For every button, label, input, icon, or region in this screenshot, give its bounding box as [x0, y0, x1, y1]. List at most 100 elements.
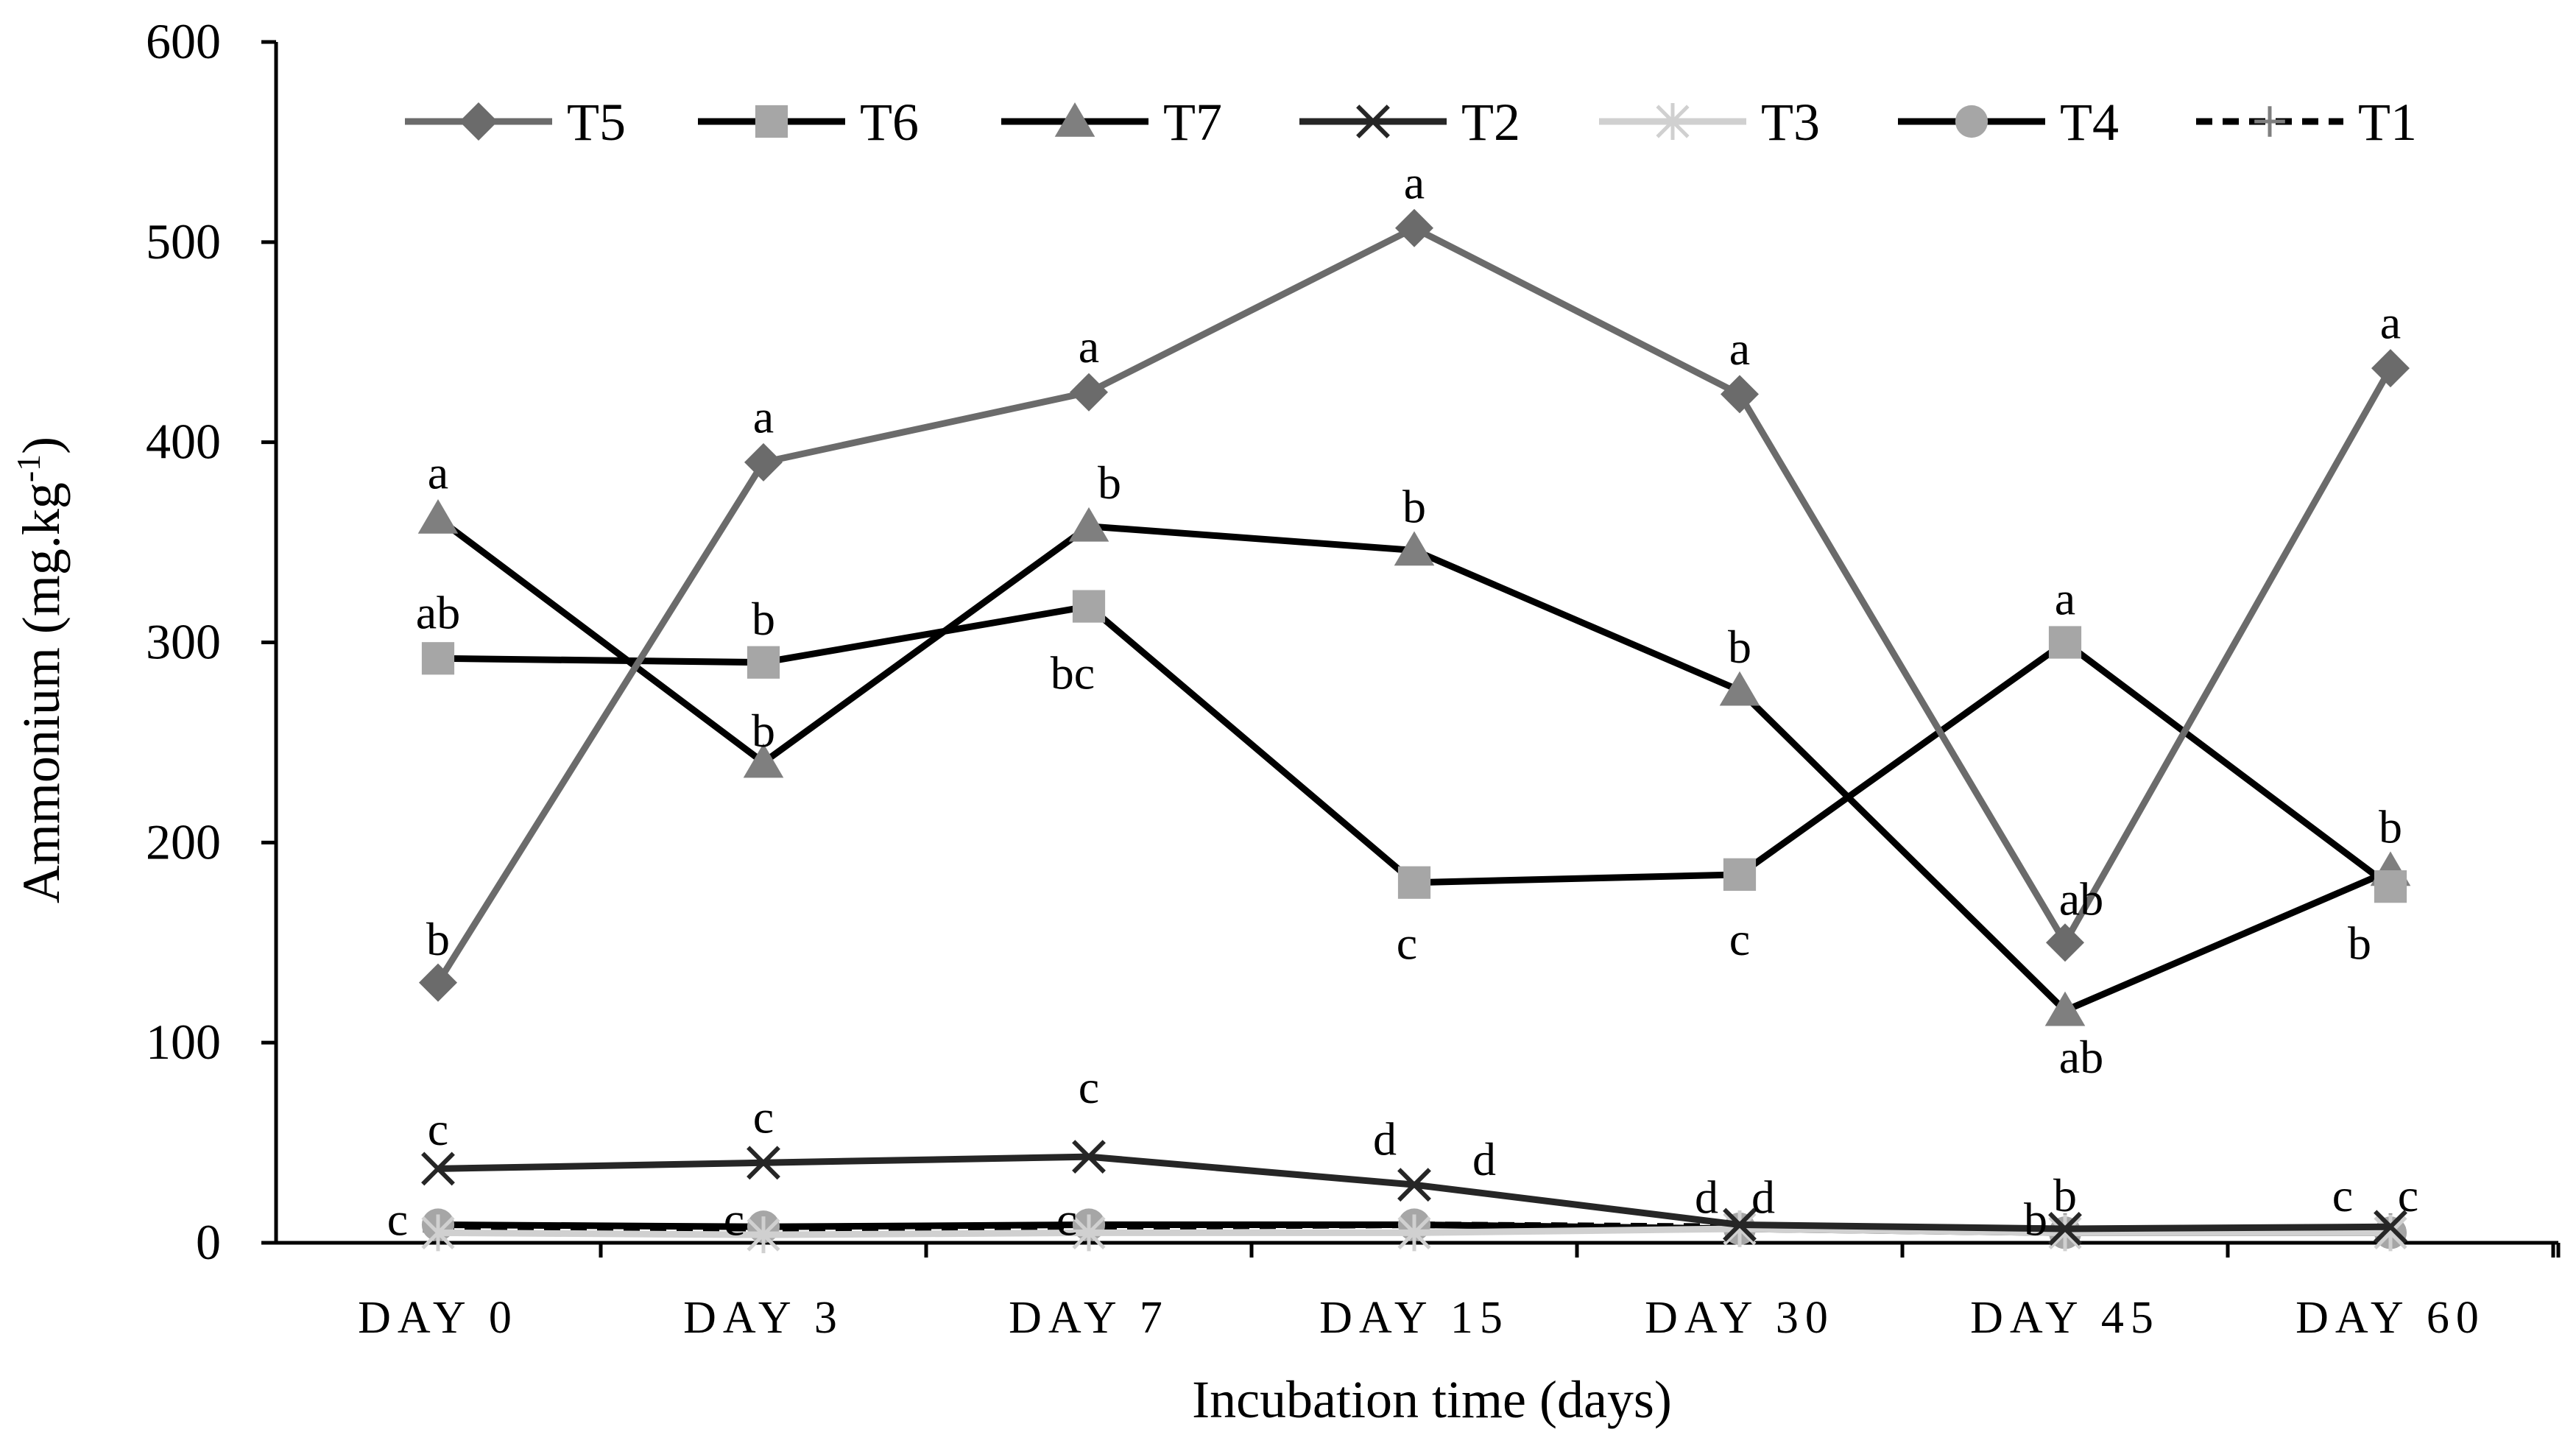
significance-label: a — [2380, 297, 2401, 349]
significance-label: c — [1397, 917, 1417, 969]
data-point-T3 — [2048, 1214, 2082, 1252]
significance-label: ab — [2059, 1031, 2103, 1083]
data-point-T2 — [747, 1146, 780, 1180]
legend-label: T6 — [860, 93, 919, 152]
x-tick-label: DAY 60 — [2296, 1293, 2485, 1343]
significance-label: b — [2379, 801, 2402, 853]
significance-label: b — [2053, 1169, 2077, 1221]
y-tick-label: 600 — [146, 13, 221, 69]
significance-label: b — [752, 705, 775, 757]
data-point-T6 — [1397, 866, 1431, 899]
series-T5 — [419, 208, 2410, 1002]
significance-label: a — [428, 446, 448, 498]
legend-item-T5: T5 — [405, 93, 626, 152]
x-tick-label: DAY 30 — [1645, 1293, 1835, 1343]
data-point-T6 — [421, 642, 455, 675]
legend-marker — [755, 105, 788, 138]
series-T2 — [421, 1140, 2407, 1246]
legend-label: T3 — [1761, 93, 1820, 152]
y-tick-label: 200 — [146, 814, 221, 870]
legend-label: T7 — [1163, 93, 1222, 152]
significance-label: c — [1079, 1061, 1099, 1113]
data-point-T5 — [2046, 923, 2084, 962]
data-point-T2 — [1072, 1140, 1106, 1174]
significance-label: a — [1729, 322, 1750, 375]
y-axis-title: Ammonium (mg.kg-1) — [10, 437, 71, 903]
significance-label: ab — [416, 587, 460, 639]
legend-label: T1 — [2358, 93, 2417, 152]
y-tick-label: 400 — [146, 414, 221, 470]
significance-label: a — [1404, 156, 1425, 208]
data-point-T7 — [417, 498, 459, 534]
data-point-T7 — [1719, 671, 1760, 706]
significance-label: a — [2055, 573, 2075, 625]
data-point-T2 — [1397, 1168, 1431, 1202]
significance-label: c — [1056, 1193, 1077, 1245]
legend-marker — [1356, 105, 1390, 138]
legend-label: T4 — [2060, 93, 2119, 152]
data-point-T6 — [2374, 870, 2407, 903]
significance-label: a — [753, 390, 774, 442]
y-tick-label: 300 — [146, 614, 221, 670]
significance-label: d — [1695, 1171, 1718, 1223]
data-point-T6 — [747, 646, 780, 679]
x-tick-label: DAY 7 — [1009, 1293, 1169, 1343]
data-point-T6 — [2048, 626, 2082, 659]
axes-layer: 0 100 200 300 400 500 600 DAY 0 DAY 3 DAY 7 DAY 15… — [146, 13, 2561, 1343]
legend-marker — [1955, 105, 1989, 138]
data-point-T5 — [1070, 373, 1108, 412]
x-tick-label: DAY 0 — [358, 1293, 518, 1343]
series-line-T6 — [437, 603, 2393, 889]
significance-label: c — [2332, 1169, 2353, 1221]
significance-label: ab — [2059, 872, 2103, 925]
x-tick-label: DAY 45 — [1970, 1293, 2160, 1343]
significance-label: bc — [1051, 646, 1095, 699]
data-point-T3 — [1723, 1210, 1757, 1247]
significance-label: c — [387, 1193, 408, 1245]
data-point-T5 — [419, 963, 457, 1002]
x-tick-label: DAY 3 — [683, 1293, 844, 1343]
series-layer — [417, 208, 2411, 1254]
x-tick-label: DAY 15 — [1319, 1293, 1509, 1343]
significance-label: b — [2024, 1193, 2047, 1245]
y-tick-label: 100 — [146, 1014, 221, 1070]
data-point-T2 — [2374, 1210, 2407, 1244]
legend-item-T1: T1 — [2196, 93, 2417, 152]
data-point-T7 — [743, 743, 784, 778]
significance-label: d — [1373, 1113, 1397, 1165]
data-point-T3 — [421, 1214, 455, 1252]
data-point-T2 — [1723, 1207, 1757, 1242]
legend-item-T3: T3 — [1599, 93, 1820, 152]
significance-label: c — [2398, 1169, 2418, 1221]
significance-label: d — [1472, 1133, 1496, 1185]
y-tick-label: 500 — [146, 214, 221, 269]
data-point-T7 — [2044, 991, 2086, 1026]
series-T3 — [421, 1210, 2407, 1254]
data-point-T6 — [1723, 858, 1757, 891]
significance-label: b — [1402, 481, 1426, 533]
legend-label: T2 — [1461, 93, 1520, 152]
data-point-T2 — [2048, 1212, 2082, 1246]
significance-label: b — [426, 913, 450, 965]
significance-label: c — [753, 1091, 774, 1143]
significance-label: c — [1729, 913, 1750, 965]
legend-marker — [2254, 106, 2285, 137]
significance-label: b — [1098, 456, 1121, 509]
y-tick-label: 0 — [196, 1214, 221, 1270]
y-axis-title-close: ) — [12, 437, 71, 454]
data-point-T3 — [1072, 1214, 1106, 1252]
data-point-T7 — [1394, 531, 1435, 566]
data-point-T2 — [421, 1151, 455, 1186]
data-point-T5 — [1721, 375, 1759, 414]
significance-label: b — [752, 593, 775, 645]
data-point-T5 — [2371, 349, 2410, 388]
legend-marker — [1656, 103, 1690, 140]
data-point-T3 — [1397, 1214, 1431, 1252]
data-point-T3 — [747, 1216, 780, 1254]
x-axis-title: Incubation time (days) — [1192, 1370, 1672, 1429]
significance-label: b — [2348, 917, 2371, 969]
significance-label: b — [1728, 621, 1751, 673]
